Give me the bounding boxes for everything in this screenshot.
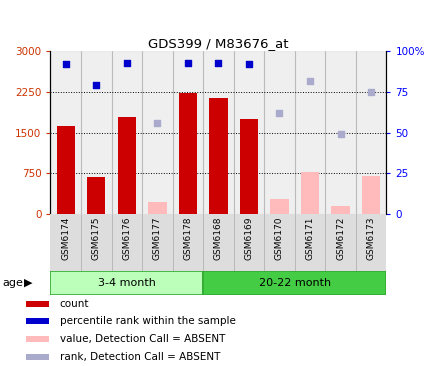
Bar xyxy=(172,51,203,214)
Bar xyxy=(355,51,385,214)
Text: GSM6171: GSM6171 xyxy=(305,217,314,261)
Bar xyxy=(87,177,105,214)
Text: age: age xyxy=(2,278,23,288)
Text: 20-22 month: 20-22 month xyxy=(258,278,330,288)
Bar xyxy=(25,336,49,342)
Text: GSM6168: GSM6168 xyxy=(213,217,223,261)
Text: value, Detection Call = ABSENT: value, Detection Call = ABSENT xyxy=(60,334,225,344)
Text: 3-4 month: 3-4 month xyxy=(98,278,155,288)
Text: GSM6177: GSM6177 xyxy=(152,217,162,261)
Text: GSM6172: GSM6172 xyxy=(335,217,344,260)
Bar xyxy=(142,51,172,214)
Text: percentile rank within the sample: percentile rank within the sample xyxy=(60,316,235,326)
Bar xyxy=(178,93,197,214)
Text: GSM6178: GSM6178 xyxy=(183,217,192,261)
Point xyxy=(367,89,374,95)
Bar xyxy=(233,51,264,214)
Bar xyxy=(25,318,49,324)
Text: GSM6170: GSM6170 xyxy=(274,217,283,261)
Bar xyxy=(209,98,227,214)
Point xyxy=(62,61,69,67)
Bar xyxy=(361,176,379,214)
Point xyxy=(336,131,343,137)
Text: GSM6175: GSM6175 xyxy=(92,217,101,261)
Bar xyxy=(81,51,111,214)
Text: GSM6174: GSM6174 xyxy=(61,217,70,260)
Point xyxy=(123,60,130,66)
Bar xyxy=(203,51,233,214)
Bar xyxy=(325,51,355,214)
Bar xyxy=(270,199,288,214)
Bar xyxy=(148,202,166,214)
Bar xyxy=(111,51,142,214)
Bar xyxy=(239,119,258,214)
Bar xyxy=(264,51,294,214)
Point xyxy=(306,78,313,83)
Point xyxy=(276,110,283,116)
Point xyxy=(153,120,160,126)
Point xyxy=(92,82,99,88)
Text: GSM6173: GSM6173 xyxy=(366,217,374,261)
Text: count: count xyxy=(60,299,89,309)
Bar xyxy=(25,354,49,360)
Bar xyxy=(50,271,203,295)
Text: GSM6169: GSM6169 xyxy=(244,217,253,261)
Bar xyxy=(25,300,49,307)
Bar xyxy=(203,271,385,295)
Text: GSM6176: GSM6176 xyxy=(122,217,131,261)
Point xyxy=(245,61,252,67)
Point xyxy=(214,60,221,66)
Bar xyxy=(117,117,136,214)
Bar xyxy=(294,51,325,214)
Bar xyxy=(331,206,349,214)
Text: ▶: ▶ xyxy=(24,278,32,288)
Point xyxy=(184,60,191,66)
Bar xyxy=(50,51,81,214)
Text: rank, Detection Call = ABSENT: rank, Detection Call = ABSENT xyxy=(60,352,219,362)
Bar xyxy=(57,126,75,214)
Title: GDS399 / M83676_at: GDS399 / M83676_at xyxy=(148,37,288,50)
Bar xyxy=(300,172,318,214)
